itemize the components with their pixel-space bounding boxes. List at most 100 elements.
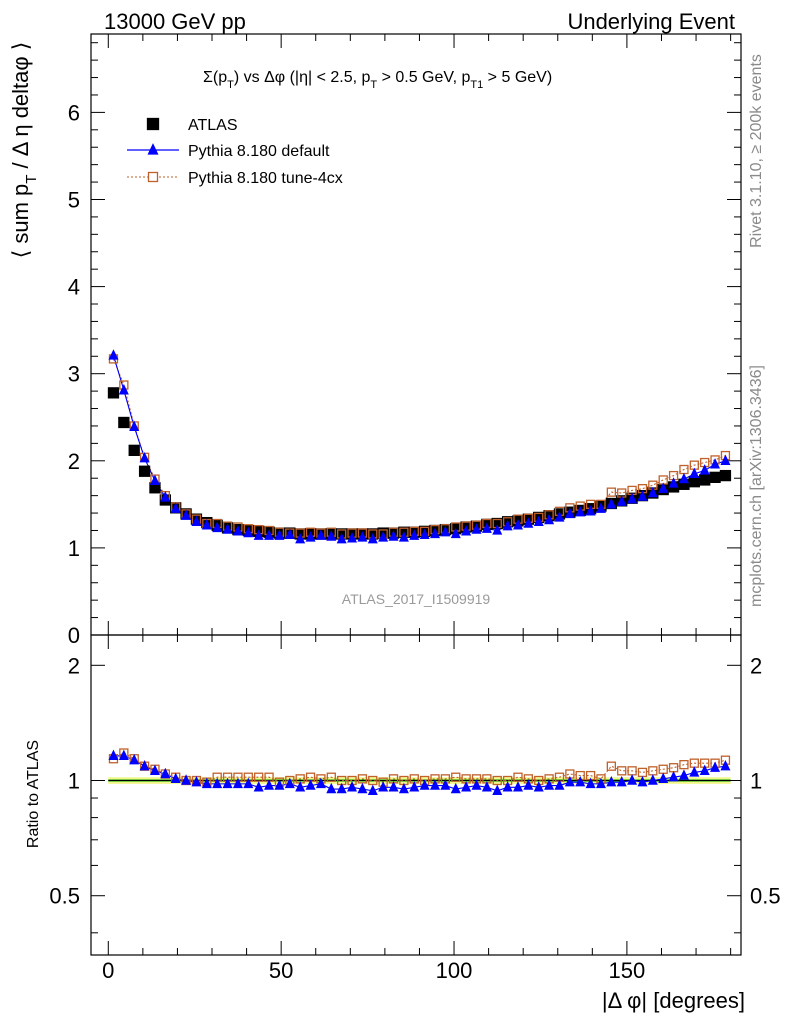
- tune-point: [606, 487, 616, 497]
- ratio-default-point: [212, 777, 223, 789]
- default-point: [419, 528, 430, 540]
- ratio-default-point: [305, 779, 316, 790]
- ratio-default-point: [533, 781, 544, 792]
- ratio-default-point: [658, 772, 669, 784]
- main-y-axis-label: ⟨ sum pT / Δ η deltaφ ⟩: [8, 42, 40, 259]
- ratio-default-point: [419, 779, 430, 790]
- axis-ticks: 0 50 100 150 0 1 2 3 4 5 6 0.5 0.5 1 1 2 2: [49, 34, 781, 983]
- ratio-panel-frame: [90, 634, 742, 956]
- x-axis-label: |Δ φ| [degrees]: [602, 988, 745, 1013]
- default-point: [398, 531, 409, 542]
- default-point: [720, 454, 731, 465]
- default-point: [347, 532, 358, 543]
- ratio-default-point: [378, 781, 389, 792]
- ratio-default-point: [129, 753, 140, 765]
- default-point: [388, 530, 399, 541]
- default-point: [481, 522, 492, 533]
- ratio-default-point: [295, 781, 306, 792]
- default-point: [253, 529, 264, 540]
- legend-label: ATLAS: [188, 117, 238, 134]
- ratio-default-point: [108, 749, 119, 761]
- ratio-tune-point: [679, 760, 689, 770]
- x-tick-label: 150: [609, 958, 646, 983]
- ratio-tune-point: [326, 772, 336, 782]
- ratio-y-tick-label: 0.5: [49, 884, 80, 909]
- atlas-point: [719, 469, 732, 482]
- ratio-y-axis-label: Ratio to ATLAS: [25, 740, 42, 848]
- default-point: [658, 482, 669, 493]
- main-panel-series: [107, 349, 732, 544]
- default-point: [201, 519, 212, 530]
- ratio-y-tick-label-right: 1: [750, 769, 762, 794]
- ratio-default-point: [616, 775, 627, 787]
- ratio-default-point: [160, 767, 171, 779]
- ratio-default-point: [544, 779, 555, 790]
- ratio-y-tick-label-right: 0.5: [750, 884, 781, 909]
- default-point: [647, 486, 658, 498]
- ratio-default-point: [336, 782, 347, 794]
- default-point: [492, 524, 503, 535]
- ratio-default-point: [461, 781, 472, 792]
- atlas-point: [138, 465, 151, 477]
- default-point: [564, 507, 575, 519]
- ratio-panel-series: [108, 748, 731, 795]
- ratio-default-point: [357, 782, 368, 794]
- default-point: [315, 529, 326, 540]
- ratio-default-point: [181, 774, 192, 785]
- atlas-point: [107, 387, 120, 399]
- default-point: [606, 498, 617, 509]
- ratio-reference-band: [108, 777, 731, 784]
- ratio-default-point: [388, 781, 399, 792]
- default-point: [533, 515, 544, 526]
- default-point: [450, 527, 461, 539]
- ratio-default-point: [637, 775, 648, 787]
- ratio-default-point: [243, 777, 254, 789]
- default-point: [232, 525, 243, 536]
- ratio-default-point: [481, 781, 492, 792]
- ratio-tune-line: [113, 752, 726, 783]
- ratio-default-point: [720, 759, 731, 771]
- ratio-default-point: [689, 766, 700, 777]
- legend: ATLAS Pythia 8.180 default Pythia 8.180 tu…: [127, 117, 343, 187]
- default-point: [305, 531, 316, 542]
- ratio-default-point: [450, 782, 461, 794]
- ratio-default-point: [554, 779, 565, 790]
- legend-label: Pythia 8.180 default: [188, 143, 330, 160]
- y-tick-label: 5: [68, 187, 80, 212]
- ratio-default-point: [232, 777, 243, 789]
- ratio-default-point: [264, 779, 275, 790]
- ratio-default-point: [315, 777, 326, 789]
- ratio-tune-point: [606, 761, 616, 771]
- atlas-point: [118, 416, 130, 429]
- default-point: [336, 532, 347, 544]
- ratio-default-point: [606, 775, 617, 787]
- default-point: [637, 490, 648, 501]
- default-point: [554, 511, 565, 522]
- ratio-default-point: [668, 771, 679, 782]
- legend-label: Pythia 8.180 tune-4cx: [188, 170, 343, 187]
- y-tick-label: 4: [68, 275, 80, 300]
- default-point: [295, 532, 306, 544]
- ratio-default-point: [699, 764, 710, 776]
- ratio-tune-point: [451, 772, 461, 782]
- y-tick-label: 2: [68, 449, 80, 474]
- ratio-default-point: [326, 782, 337, 794]
- ratio-default-point: [398, 782, 409, 794]
- default-point: [191, 515, 202, 526]
- ratio-default-point: [595, 777, 606, 789]
- ratio-tune-point: [368, 775, 378, 786]
- x-tick-label: 100: [436, 958, 473, 983]
- ratio-default-point: [627, 774, 638, 785]
- legend-default-marker: [147, 143, 159, 155]
- ratio-default-point: [502, 781, 513, 792]
- ratio-default-point: [471, 779, 482, 790]
- ratio-default-point: [222, 777, 233, 789]
- chart-title: Σ(pT) vs Δφ (|η| < 2.5, pT > 0.5 GeV, pT…: [203, 69, 552, 91]
- default-point: [502, 519, 513, 531]
- ratio-default-point: [440, 779, 451, 790]
- ratio-default-point: [201, 777, 212, 789]
- ratio-default-point: [512, 781, 523, 792]
- ratio-tune-point: [492, 775, 502, 786]
- y-tick-label: 0: [68, 623, 80, 648]
